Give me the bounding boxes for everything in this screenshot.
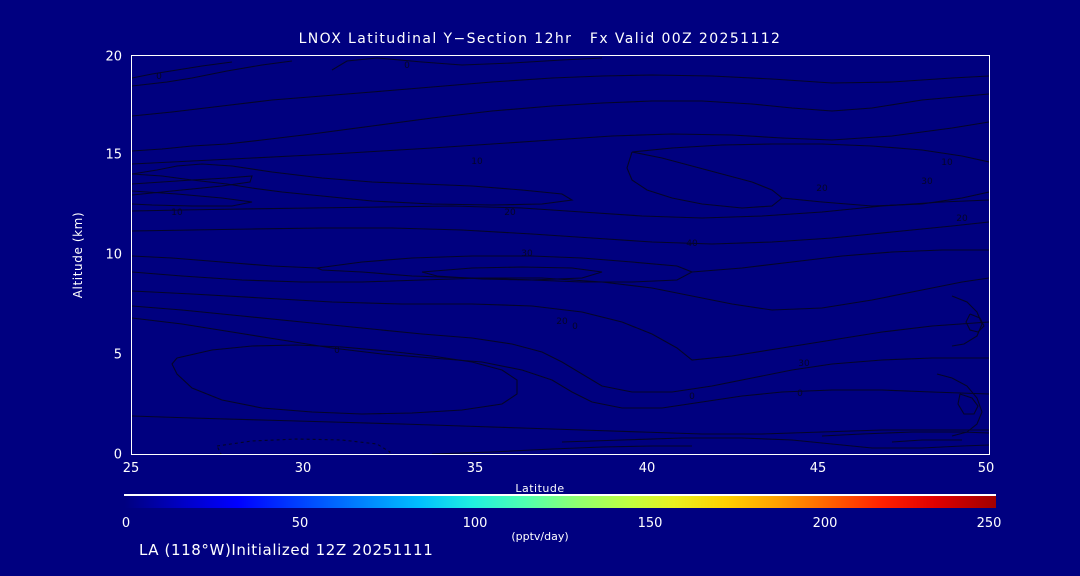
y-tick-5 [131, 355, 132, 356]
svg-text:20: 20 [504, 208, 516, 218]
y-minor-tick [131, 215, 132, 216]
svg-text:0: 0 [156, 72, 162, 82]
y-minor-tick [131, 415, 132, 416]
y-tick-label-15: 15 [105, 147, 122, 163]
y-minor-tick [131, 435, 132, 436]
y-minor-tick [131, 295, 132, 296]
y-tick-20 [131, 56, 132, 57]
x-tick-label-35: 35 [466, 461, 484, 476]
svg-text:0: 0 [404, 61, 410, 71]
svg-text:30: 30 [798, 359, 810, 369]
colorbar-tick-250: 250 [976, 516, 1002, 531]
colorbar [124, 494, 996, 508]
svg-text:20: 20 [556, 317, 568, 327]
svg-text:10: 10 [471, 157, 483, 167]
colorbar-gradient [124, 496, 996, 508]
colorbar-tick-200: 200 [812, 516, 838, 531]
y-tick-10 [131, 255, 132, 256]
y-minor-tick [131, 315, 132, 316]
footer-caption: LA (118°W)Initialized 12Z 20251111 [139, 541, 434, 559]
y-minor-tick [131, 335, 132, 336]
svg-text:30: 30 [921, 177, 933, 187]
y-minor-tick [131, 375, 132, 376]
y-minor-tick [131, 195, 132, 196]
x-tick-label-25: 25 [122, 461, 140, 476]
colorbar-tick-0: 0 [121, 516, 131, 531]
y-tick-label-10: 10 [105, 247, 122, 263]
svg-text:40: 40 [686, 239, 698, 249]
svg-text:30: 30 [521, 249, 533, 259]
svg-text:0: 0 [689, 392, 695, 402]
colorbar-units-label: (pptv/day) [511, 530, 569, 543]
colorbar-tick-100: 100 [462, 516, 488, 531]
x-tick-label-45: 45 [809, 461, 827, 476]
y-tick-15 [131, 155, 132, 156]
y-tick-label-5: 5 [113, 347, 122, 363]
y-minor-tick [131, 95, 132, 96]
colorbar-tick-50: 50 [291, 516, 309, 531]
svg-text:0: 0 [797, 389, 803, 399]
y-minor-tick [131, 135, 132, 136]
x-tick-label-50: 50 [977, 461, 995, 476]
svg-text:20: 20 [956, 214, 968, 224]
y-minor-tick [131, 235, 132, 236]
y-tick-label-20: 20 [105, 49, 122, 65]
colorbar-top-rule [124, 494, 996, 496]
y-minor-tick [131, 275, 132, 276]
svg-text:10: 10 [941, 158, 953, 168]
svg-text:10: 10 [171, 208, 183, 218]
y-minor-tick [131, 75, 132, 76]
x-tick-label-40: 40 [638, 461, 656, 476]
page-title: LNOX Latitudinal Y−Section 12hr Fx Valid… [298, 31, 782, 47]
y-minor-tick [131, 115, 132, 116]
x-axis-title: Latitude [515, 482, 565, 495]
contour-plot-area: 0 0 10 10 20 20 20 30 30 30 40 0 0 0 0 1… [131, 55, 990, 455]
y-tick-label-0: 0 [113, 447, 122, 463]
svg-text:0: 0 [572, 322, 578, 332]
y-minor-tick [131, 395, 132, 396]
colorbar-tick-150: 150 [637, 516, 663, 531]
x-tick-label-30: 30 [294, 461, 312, 476]
svg-text:20: 20 [816, 184, 828, 194]
y-minor-tick [131, 175, 132, 176]
svg-text:0: 0 [334, 346, 340, 356]
contour-field: 0 0 10 10 20 20 20 30 30 30 40 0 0 0 0 1… [132, 56, 989, 454]
